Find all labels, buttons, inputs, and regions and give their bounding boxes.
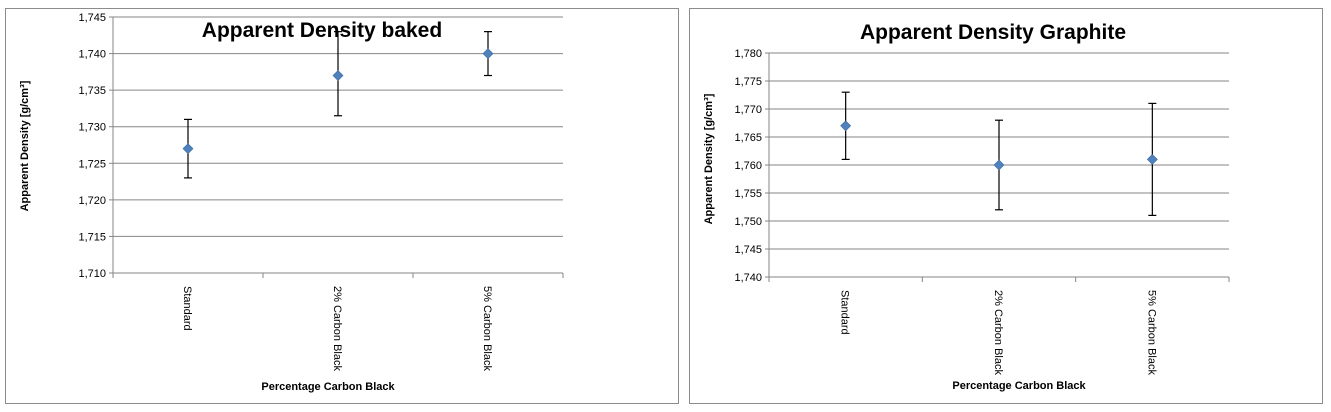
data-point	[182, 143, 194, 155]
y-tick-label: 1,710	[78, 268, 106, 280]
x-category-label: 2% Carbon Black	[992, 290, 1004, 375]
data-point	[1146, 153, 1158, 165]
y-tick-label: 1,715	[78, 231, 106, 243]
x-category-label: 5% Carbon Black	[481, 286, 493, 371]
chart-panel-baked: Apparent Density baked Percentage Carbon…	[5, 8, 679, 404]
data-point	[993, 159, 1005, 171]
gridlines	[109, 16, 563, 274]
y-tick-label: 1,760	[734, 160, 762, 172]
chart-title: Apparent Density baked	[202, 19, 442, 42]
y-tick-label: 1,755	[734, 188, 762, 200]
chart-title: Apparent Density Graphite	[860, 21, 1126, 44]
x-category-label: Standard	[181, 286, 193, 331]
y-tick-label: 1,770	[734, 104, 762, 116]
x-axis-label: Percentage Carbon Black	[952, 380, 1086, 392]
y-axis-label: Apparent Density [g/cm³]	[703, 93, 715, 224]
data-point	[482, 48, 494, 59]
x-axis-label: Percentage Carbon Black	[261, 381, 395, 393]
data-point	[840, 120, 852, 132]
chart-panel-graphite: Apparent Density Graphite Percentage Car…	[689, 8, 1323, 404]
y-tick-label: 1,775	[734, 76, 762, 88]
chart-graphite: Apparent Density Graphite Percentage Car…	[703, 21, 1230, 392]
x-category-label: Standard	[839, 290, 851, 335]
y-tick-label: 1,735	[78, 85, 106, 97]
y-tick-label: 1,745	[734, 244, 762, 256]
y-tick-labels: 1,740 1,745 1,750 1,755 1,760 1,765 1,770 1,775…	[734, 48, 762, 284]
y-tick-label: 1,730	[78, 122, 106, 134]
y-tick-labels: 1,710 1,715 1,720 1,725 1,730 1,735 1,740 1,745	[78, 12, 106, 280]
chart-baked: Apparent Density baked Percentage Carbon…	[19, 12, 564, 393]
y-tick-label: 1,720	[78, 195, 106, 207]
y-tick-label: 1,740	[78, 49, 106, 61]
y-tick-label: 1,765	[734, 132, 762, 144]
y-tick-label: 1,740	[734, 272, 762, 284]
y-axis-label: Apparent Density [g/cm³]	[19, 80, 31, 211]
y-tick-label: 1,725	[78, 158, 106, 170]
y-tick-label: 1,780	[734, 48, 762, 60]
x-category-label: 5% Carbon Black	[1145, 290, 1157, 375]
y-tick-label: 1,745	[78, 12, 106, 24]
data-point	[332, 70, 344, 81]
y-tick-label: 1,750	[734, 216, 762, 228]
x-category-label: 2% Carbon Black	[331, 286, 343, 371]
